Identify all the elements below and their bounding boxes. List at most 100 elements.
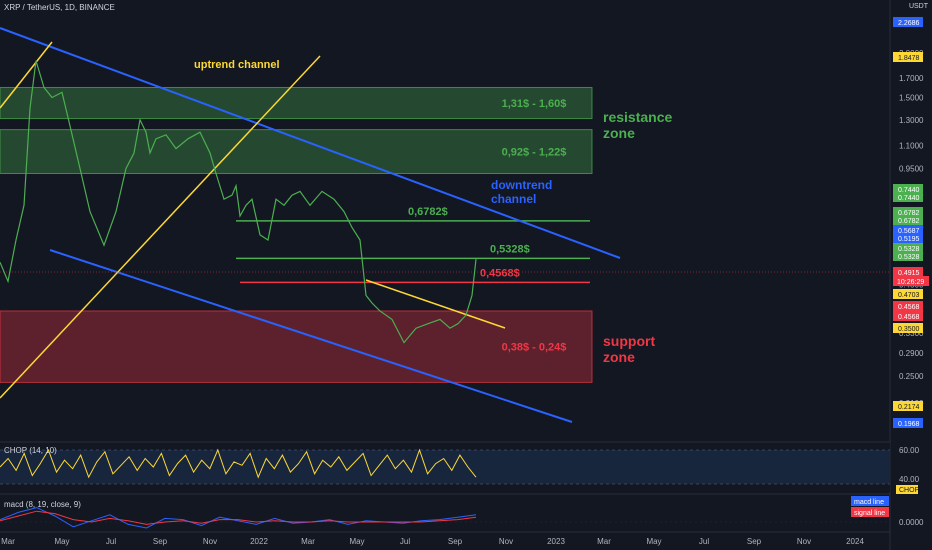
price-badge-label-7: 0.5195 — [898, 236, 920, 243]
price-badge-16 — [893, 418, 923, 428]
price-badge-label-16: 0.1968 — [898, 421, 920, 428]
time-tick-7: May — [349, 537, 364, 546]
time-tick-3: Sep — [153, 537, 168, 546]
macd-legend-1[interactable] — [851, 507, 889, 517]
time-tick-4: Nov — [203, 537, 217, 546]
price-badge-label-5: 0.6782 — [898, 218, 920, 225]
time-tick-13: May — [646, 537, 661, 546]
price-badge-7 — [893, 233, 923, 243]
chop-tick-0: 60.00 — [899, 446, 920, 455]
signal-series-line[interactable] — [0, 510, 477, 525]
price-tick-2: 1.5000 — [899, 94, 924, 103]
macd-legend-label-1: signal line — [854, 510, 885, 517]
price-badge-15 — [893, 401, 923, 411]
chop-band — [0, 450, 890, 484]
price-badge-label-12: 0.4568 — [898, 304, 920, 311]
price-badge-2 — [893, 184, 923, 194]
zone-label-0: 1,31$ - 1,60$ — [502, 98, 567, 110]
price-badge-label-6: 0.5687 — [898, 228, 920, 235]
price-badge-13 — [893, 311, 923, 321]
zone-label-2: 0,38$ - 0,24$ — [502, 342, 567, 354]
downtrend-label-2: channel — [491, 192, 536, 206]
time-tick-5: 2022 — [250, 537, 268, 546]
uptrend-lower-line[interactable] — [0, 55, 321, 399]
price-badge-label-14: 0.3500 — [898, 326, 920, 333]
resistance-label-2: zone — [603, 125, 635, 141]
countdown-badge — [893, 276, 929, 286]
countdown-label: 10:26:29 — [897, 279, 924, 286]
symbol-header[interactable]: XRP / TetherUS, 1D, BINANCE — [4, 3, 115, 12]
price-badge-11 — [893, 289, 923, 299]
time-axis[interactable]: Mar May Jul Sep Nov 2022 Mar May Jul Sep Nov 2023 Ma… — [1, 537, 864, 546]
price-badge-14 — [893, 323, 923, 333]
price-badge-12 — [893, 301, 923, 311]
price-tick-1: 1.7000 — [899, 74, 924, 83]
zone-box-0[interactable] — [0, 86, 593, 120]
price-tick-11: 0.3300 — [899, 329, 924, 338]
zone-box-2[interactable] — [0, 310, 593, 383]
price-tick-4: 1.1000 — [899, 142, 924, 151]
price-badge-label-0: 2.2686 — [898, 20, 920, 27]
time-tick-15: Sep — [747, 537, 762, 546]
zone-label-1: 0,92$ - 1,22$ — [502, 147, 567, 159]
price-badge-label-11: 0.4703 — [898, 292, 920, 299]
price-tick-5: 0.9500 — [899, 165, 924, 174]
chop-badge-label: CHOP — [899, 487, 920, 494]
price-badge-label-3: 0.7440 — [898, 195, 920, 202]
uptrend-channel-label: uptrend channel — [194, 59, 280, 71]
indicator-axis-ticks: 60.00 40.00 CHOP 0.0000 macd line signal line — [851, 446, 924, 527]
price-badge-label-9: 0.5328 — [898, 254, 920, 261]
price-badge-4 — [893, 207, 923, 217]
price-badge-6 — [893, 225, 923, 235]
price-badge-0 — [893, 17, 923, 27]
price-tick-3: 1.3000 — [899, 116, 924, 125]
price-badge-label-15: 0.2174 — [898, 404, 920, 411]
descending-trendline[interactable] — [365, 279, 506, 329]
price-tick-13: 0.2500 — [899, 372, 924, 381]
price-badge-5 — [893, 215, 923, 225]
macd-tick-0: 0.0000 — [899, 518, 924, 527]
currency-label: USDT — [908, 3, 928, 10]
price-badge-label-8: 0.5328 — [898, 246, 920, 253]
time-tick-17: 2024 — [846, 537, 864, 546]
resistance-label-1: resistance — [603, 109, 672, 125]
chop-series-line[interactable] — [0, 448, 477, 479]
price-series-line[interactable] — [0, 60, 477, 344]
time-tick-14: Jul — [699, 537, 709, 546]
price-badge-8 — [893, 243, 923, 253]
price-badge-label-13: 0.4568 — [898, 314, 920, 321]
time-tick-12: Mar — [597, 537, 611, 546]
time-tick-8: Jul — [400, 537, 410, 546]
price-badge-3 — [893, 192, 923, 202]
price-badge-label-10: 0.4915 — [898, 270, 920, 277]
price-badge-9 — [893, 251, 923, 261]
price-badge-10 — [893, 267, 923, 277]
level-label-1: 0,5328$ — [490, 243, 530, 255]
time-tick-1: May — [54, 537, 69, 546]
uptrend-upper-line-a[interactable] — [0, 41, 53, 109]
time-tick-11: 2023 — [547, 537, 565, 546]
time-tick-2: Jul — [106, 537, 116, 546]
support-label-2: zone — [603, 349, 635, 365]
downtrend-label-1: downtrend — [491, 178, 552, 192]
level-label-2: 0,4568$ — [480, 267, 520, 279]
chop-label[interactable]: CHOP (14, 10) — [4, 446, 57, 455]
price-badge-label-4: 0.6782 — [898, 210, 920, 217]
price-plot-area[interactable] — [0, 0, 890, 440]
macd-legend-0[interactable] — [851, 496, 889, 506]
macd-series-line[interactable] — [0, 507, 477, 529]
downtrend-lower-line[interactable] — [49, 249, 573, 423]
chop-badge — [896, 485, 918, 494]
downtrend-upper-line[interactable] — [0, 27, 621, 259]
macd-label[interactable]: macd (8, 19, close, 9) — [4, 500, 81, 509]
chop-tick-1: 40.00 — [899, 475, 920, 484]
chop-panel[interactable] — [0, 442, 890, 492]
levels-layer: 0,6782$ 0,5328$ 0,4568$ — [236, 206, 590, 284]
price-tick-12: 0.2900 — [899, 349, 924, 358]
level-label-0: 0,6782$ — [408, 206, 448, 218]
time-tick-16: Nov — [797, 537, 811, 546]
price-badge-1 — [893, 52, 923, 62]
time-tick-9: Sep — [448, 537, 463, 546]
